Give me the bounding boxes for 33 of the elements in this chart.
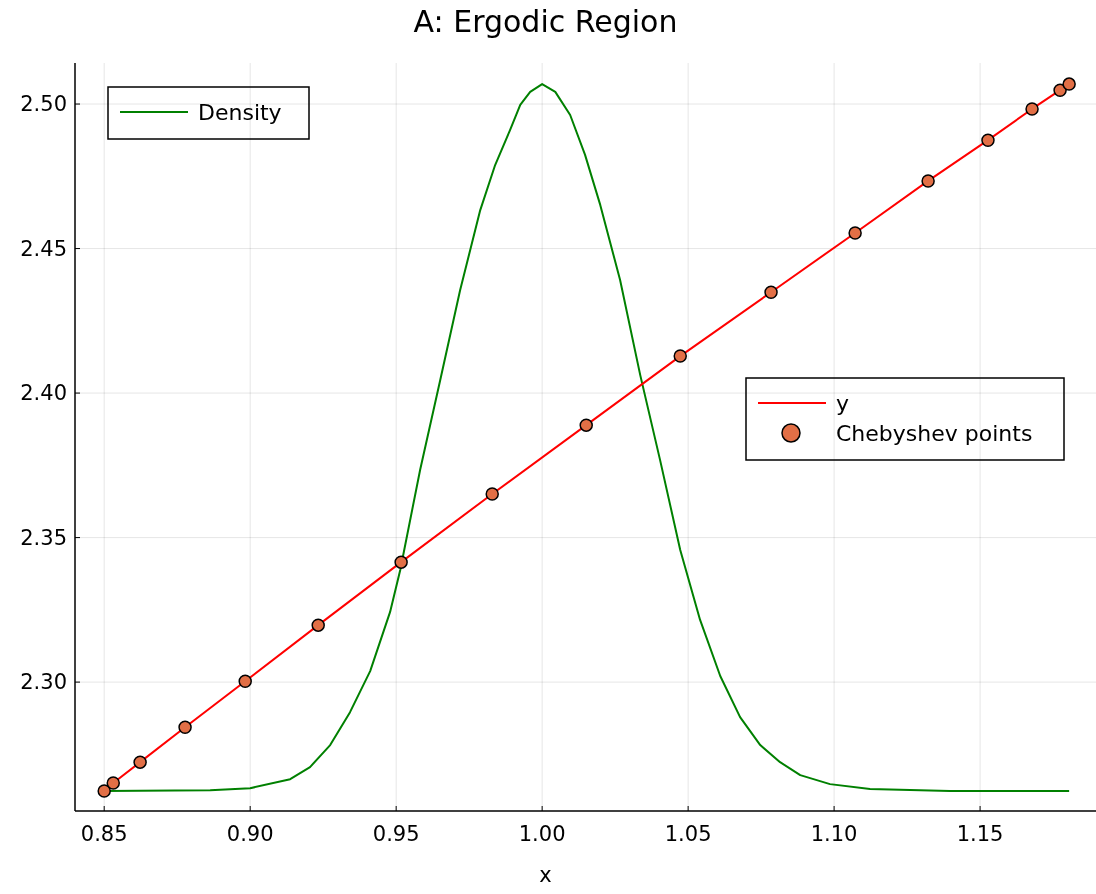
point <box>673 349 687 363</box>
y-tick-label: 2.50 <box>20 92 67 117</box>
x-tick-label: 0.85 <box>80 822 128 846</box>
point <box>981 133 995 147</box>
point <box>764 285 778 299</box>
point <box>394 555 408 569</box>
y-tick-label: 2.40 <box>20 381 67 406</box>
x-axis-title: x <box>539 863 552 887</box>
point <box>921 174 935 188</box>
x-tick-label: 0.95 <box>372 822 420 846</box>
point <box>97 784 111 798</box>
y-tick-label: 2.30 <box>20 670 67 695</box>
legend-label: Chebyshev points <box>836 420 1033 446</box>
x-tick-label: 1.15 <box>956 822 1004 846</box>
x-tick-label: 1.10 <box>810 822 858 846</box>
point <box>848 226 862 240</box>
point <box>106 776 120 790</box>
legend-label: Density <box>198 99 282 125</box>
x-tick-label: 1.05 <box>664 822 712 846</box>
y-tick-label: 2.45 <box>20 236 67 261</box>
x-tick-label: 1.00 <box>518 822 566 846</box>
point <box>178 720 192 734</box>
chart-title: A: Ergodic Region <box>413 4 678 39</box>
y-tick-label: 2.35 <box>20 525 67 550</box>
point <box>1062 77 1076 91</box>
x-tick-label: 0.90 <box>226 822 274 846</box>
point <box>311 618 325 632</box>
point <box>1025 102 1039 116</box>
point <box>485 487 499 501</box>
point <box>579 418 593 432</box>
point <box>238 674 252 688</box>
legend-label: y <box>836 390 850 416</box>
point <box>133 755 147 769</box>
